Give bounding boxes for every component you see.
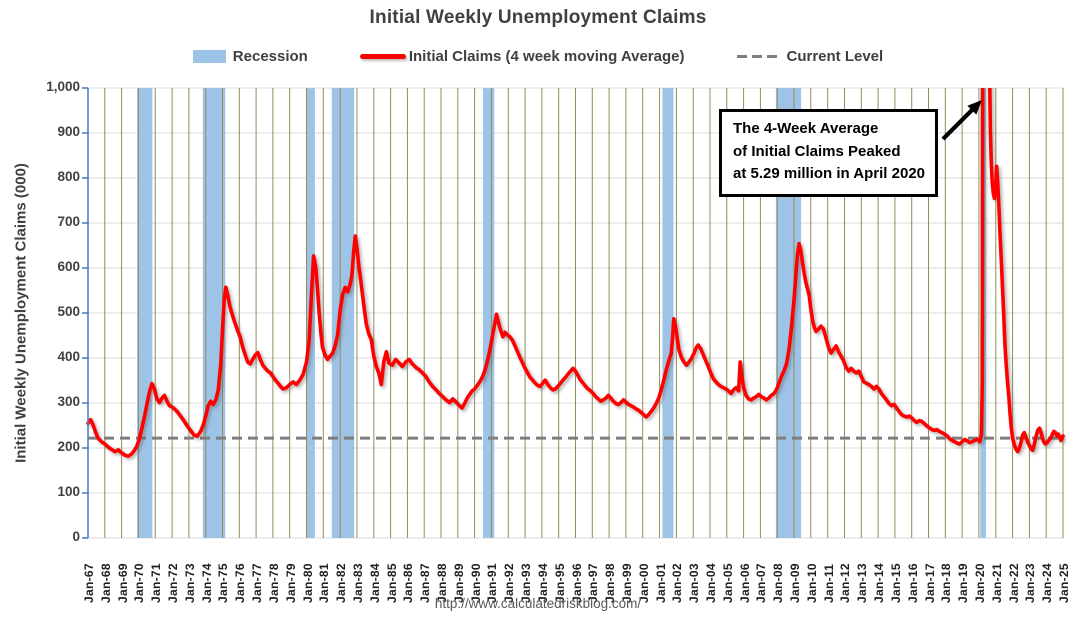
y-tick-label: 400 (57, 349, 80, 364)
y-tick-label: 900 (57, 124, 80, 139)
legend-item-initial-claims: Initial Claims (4 week moving Average) (359, 48, 685, 65)
legend-label-current-level: Current Level (786, 48, 884, 65)
initial-claims-swatch (359, 54, 406, 59)
legend-item-recession: Recession (192, 48, 308, 65)
legend: Recession Initial Claims (4 week moving … (0, 48, 1076, 65)
y-tick-label: 1,000 (46, 79, 80, 94)
annotation-line-3: at 5.29 million in April 2020 (733, 165, 926, 182)
y-tick-label: 200 (57, 439, 80, 454)
chart-title: Initial Weekly Unemployment Claims (369, 7, 707, 28)
y-tick-label: 500 (57, 304, 80, 319)
y-tick-label: 300 (57, 394, 80, 409)
y-tick-label: 100 (57, 484, 80, 499)
legend-item-current-level: Current Level (736, 48, 884, 65)
y-tick-label: 800 (57, 169, 80, 184)
y-tick-label: 600 (57, 259, 80, 274)
recession-swatch (192, 50, 226, 63)
current-level-swatch (736, 54, 780, 59)
annotation-line-2: of Initial Claims Peaked (733, 142, 901, 160)
legend-label-recession: Recession (232, 48, 308, 65)
annotation-arrow (941, 100, 982, 141)
annotation-box: The 4-Week Average of Initial Claims Pea… (719, 109, 939, 197)
y-tick-label: 700 (57, 214, 80, 229)
annotation-line-1: The 4-Week Average (733, 120, 879, 137)
legend-label-initial-claims: Initial Claims (4 week moving Average) (408, 48, 685, 65)
source-url: http://www.calculatedriskblog.com/ (434, 596, 642, 611)
y-tick-label: 0 (72, 529, 80, 544)
